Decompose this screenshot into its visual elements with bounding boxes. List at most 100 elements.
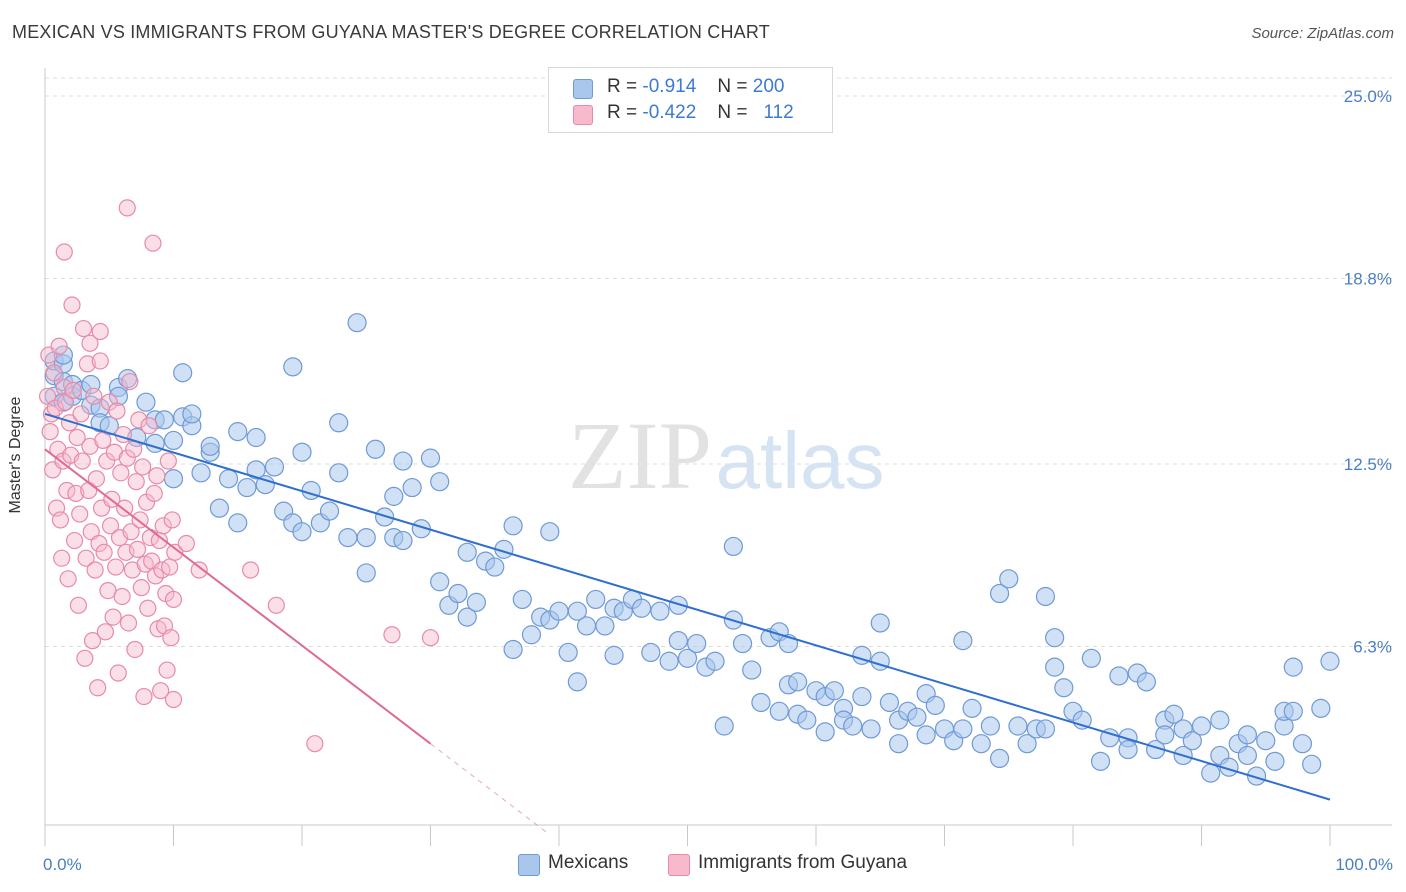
mexicans-point [769,701,789,721]
mexicans-point [264,457,285,477]
guyana-point [96,623,114,641]
guyana-point [41,423,59,441]
mexicans-point [861,719,881,739]
guyana-point [69,596,88,614]
mexicans-point [420,448,441,468]
guyana-point [134,458,152,476]
guyana-point [55,243,73,261]
mexicans-point [53,345,73,365]
guyana-point [104,608,122,626]
mexicans-point [668,631,688,651]
mexicans-point [1017,734,1037,754]
guyana-point [72,405,90,423]
guyana-point [59,570,77,588]
mexicans-point [1191,716,1212,736]
bottom-legend-swatch-mexicans [518,854,540,876]
mexicans-point [173,363,193,383]
mexicans-point [430,472,450,492]
mexicans-point [1283,701,1303,721]
mexicans-point [108,386,129,406]
mexicans-point [384,486,404,506]
guyana-point [242,561,260,579]
mexicans-point [457,607,477,627]
guyana-point [139,599,157,617]
guyana-point [81,334,99,352]
mexicans-point [907,707,927,727]
guyana-point [45,364,63,382]
mexicans-point [870,613,890,633]
mexicans-point [503,639,523,660]
legend-r-label: R = [607,102,638,123]
mexicans-point [191,463,211,483]
mexicans-point [705,651,725,671]
guyana-point [383,626,401,644]
mexicans-point [365,439,386,459]
mexicans-point [430,572,450,592]
y-tick-label: 6.3% [1353,638,1392,657]
mexicans-point [182,404,202,424]
mexicans-point [1302,754,1322,774]
guyana-point [154,517,172,535]
mexicans-point [879,692,900,713]
legend-swatch-mexicans [573,79,593,99]
mexicans-point [742,660,762,680]
mexicans-point [329,463,349,483]
guyana-point [190,561,208,579]
guyana-point [71,505,89,523]
guyana-point [67,484,85,503]
guyana-point [85,387,103,405]
guyana-point [78,355,97,373]
mexicans-point [1155,725,1175,745]
mexicans-point [843,716,863,736]
mexicans-point [255,475,275,495]
mexicans-point [1136,672,1157,692]
guyana-point [125,440,143,458]
mexicans-point [200,436,220,456]
mexicans-point [356,527,376,548]
guyana-point [132,579,150,597]
guyana-point [94,431,112,450]
x-tick-label: 0.0% [43,855,82,874]
mexicans-point [980,716,1000,736]
mexicans-point [595,616,615,636]
mexicans-point [962,698,982,718]
mexicans-points [44,313,1340,786]
mexicans-point [1182,731,1202,751]
guyana-point [118,449,136,467]
mexicans-point [925,695,945,716]
guyana-point [127,473,145,491]
mexicans-point [797,710,817,730]
bottom-legend-swatch-guyana [668,854,690,876]
guyana-point [73,452,91,470]
mexicans-point [237,477,257,498]
mexicans-point [723,536,743,557]
mexicans-point [228,513,248,533]
mexicans-point [136,392,156,412]
mexicans-point [301,480,321,501]
guyana-point [83,632,102,650]
legend-n-label: N = [717,76,748,97]
guyana-point [109,664,127,682]
guyana-point [74,319,93,338]
guyana-point [421,629,440,647]
mexicans-point [375,507,395,527]
mexicans-point [1008,716,1028,736]
legend-n-label: N = [717,102,748,123]
source-label: Source: ZipAtlas.com [1251,25,1394,42]
guyana-point [86,561,104,579]
guyana-point [51,511,70,529]
mexicans-point [604,645,624,665]
guyana-point [159,452,177,470]
mexicans-point [1081,648,1101,668]
mexicans-point [503,516,523,536]
guyana-point [68,428,86,447]
mexicans-point [1109,666,1129,686]
mexicans-point [1054,678,1074,698]
mexicans-point [788,672,808,692]
guyana-point [162,629,180,647]
mexicans-point [576,616,597,636]
mexicans-point [971,734,991,754]
guyana-point [145,484,163,503]
guyana-point [144,234,162,252]
guyana-point [135,687,153,706]
